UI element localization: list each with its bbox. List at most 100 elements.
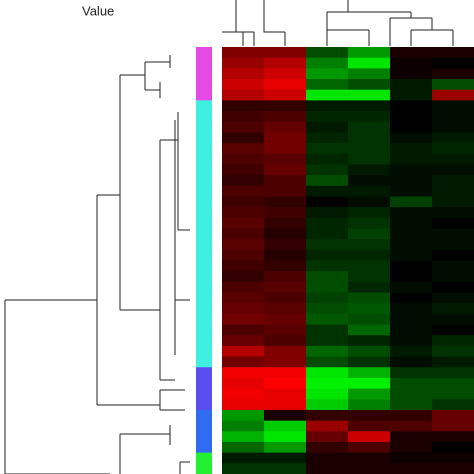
heatmap-cell [390, 207, 433, 219]
heatmap-cell [432, 249, 474, 261]
heatmap-cell [348, 441, 391, 454]
heatmap-cell [432, 217, 474, 229]
column-dendrogram [222, 0, 454, 46]
heatmap-cell [390, 388, 433, 400]
row-group-bar [196, 111, 212, 123]
heatmap-cell [222, 271, 265, 283]
heatmap-cell [222, 367, 265, 379]
heatmap-cell [390, 356, 433, 368]
row-group-bar [196, 388, 212, 400]
heatmap-cell [432, 463, 474, 474]
heatmap-cell [222, 409, 265, 422]
heatmap-cell [306, 409, 349, 422]
heatmap-cell [222, 207, 265, 219]
heatmap-cell [348, 143, 391, 155]
row-group-bar [196, 377, 212, 390]
heatmap-cell [222, 153, 265, 165]
heatmap-cell [264, 313, 307, 326]
heatmap-cell [348, 409, 391, 422]
heatmap-cell [264, 100, 307, 112]
heatmap-cell [432, 121, 474, 133]
heatmap-cell [432, 239, 474, 251]
heatmap-cell [390, 420, 433, 432]
heatmap-cell [390, 324, 433, 336]
heatmap-cell [264, 143, 307, 155]
row-group-bar [196, 399, 212, 411]
heatmap-cell [348, 68, 391, 80]
heatmap-cell [432, 441, 474, 454]
heatmap-cell [306, 441, 349, 454]
heatmap-cell [264, 335, 307, 347]
heatmap-cell [348, 121, 391, 133]
heatmap-cell [264, 303, 307, 315]
heatmap-cell [264, 57, 307, 69]
heatmap-cell [222, 196, 265, 208]
heatmap-cell [264, 420, 307, 432]
heatmap-cell [432, 185, 474, 197]
heatmap-cell [348, 175, 391, 187]
heatmap-cell [264, 239, 307, 251]
heatmap-cell [222, 441, 265, 454]
heatmap-cell [306, 281, 349, 294]
heatmap-cell [264, 89, 307, 101]
heatmap-cell [432, 111, 474, 123]
heatmap-cell [432, 79, 474, 91]
row-group-bar [196, 452, 212, 464]
heatmap-cell [390, 79, 433, 91]
heatmap-cell [432, 153, 474, 165]
row-group-bar [196, 292, 212, 304]
heatmap-cell [390, 399, 433, 411]
heatmap-cell [306, 260, 349, 272]
heatmap-cell [264, 47, 307, 59]
heatmap-cell [348, 388, 391, 400]
heatmap-cell [348, 335, 391, 347]
heatmap-cell [390, 111, 433, 123]
row-group-bar [196, 324, 212, 336]
row-group-bar [196, 47, 212, 59]
heatmap-cell [432, 100, 474, 112]
heatmap-cell [264, 281, 307, 294]
heatmap-cell [222, 164, 265, 176]
heatmap-cell [348, 132, 391, 144]
heatmap-cell [306, 217, 349, 229]
heatmap-cell [432, 68, 474, 80]
heatmap-cell [264, 68, 307, 80]
row-group-bar [196, 249, 212, 261]
heatmap-cell [264, 441, 307, 454]
heatmap-cell [264, 345, 307, 358]
heatmap-cell [222, 239, 265, 251]
heatmap-cell [348, 228, 391, 240]
heatmap-cell [432, 335, 474, 347]
heatmap-cell [222, 111, 265, 123]
heatmap-cell [348, 57, 391, 69]
heatmap-cell [306, 153, 349, 165]
heatmap-cell [306, 324, 349, 336]
heatmap-cell [348, 292, 391, 304]
row-group-bar [196, 100, 212, 112]
heatmap-cell [222, 313, 265, 326]
row-group-bar [196, 217, 212, 229]
heatmap-cell [348, 249, 391, 261]
heatmap-cell [432, 207, 474, 219]
row-group-bar [196, 79, 212, 91]
heatmap-cell [222, 463, 265, 474]
heatmap-cell [222, 132, 265, 144]
heatmap-cell [306, 313, 349, 326]
row-group-bar [196, 239, 212, 251]
heatmap-cell [306, 431, 349, 443]
heatmap-cell [390, 271, 433, 283]
heatmap-cell [306, 175, 349, 187]
heatmap-cell [390, 47, 433, 59]
heatmap-cell [390, 409, 433, 422]
heatmap-cell [222, 399, 265, 411]
heatmap-cell [432, 47, 474, 59]
heatmap-cell [390, 452, 433, 464]
row-group-bar [196, 175, 212, 187]
heatmap-cell [348, 452, 391, 464]
heatmap-cell [264, 324, 307, 336]
heatmap-cell [264, 409, 307, 422]
heatmap-cell [306, 367, 349, 379]
heatmap-cell [348, 303, 391, 315]
heatmap-cell [222, 228, 265, 240]
heatmap-cell [348, 420, 391, 432]
